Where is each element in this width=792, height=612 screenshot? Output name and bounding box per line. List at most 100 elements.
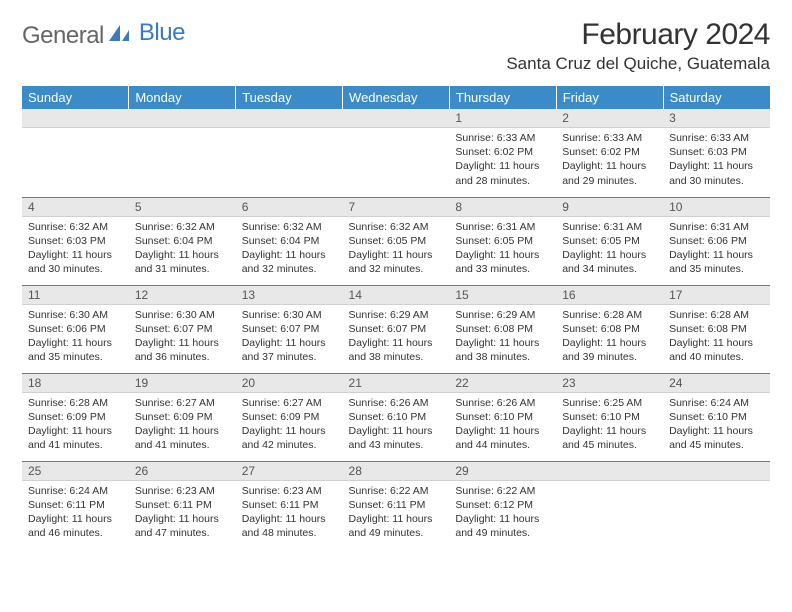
col-tuesday: Tuesday bbox=[236, 86, 343, 109]
col-thursday: Thursday bbox=[449, 86, 556, 109]
daylight-line: Daylight: 11 hours and 49 minutes. bbox=[455, 512, 550, 540]
day-number: 13 bbox=[236, 286, 343, 305]
sunset-line: Sunset: 6:10 PM bbox=[455, 410, 550, 424]
day-number: 14 bbox=[343, 286, 450, 305]
day-details: Sunrise: 6:28 AMSunset: 6:09 PMDaylight:… bbox=[22, 393, 129, 457]
daylight-line: Daylight: 11 hours and 44 minutes. bbox=[455, 424, 550, 452]
sunset-line: Sunset: 6:08 PM bbox=[669, 322, 764, 336]
daylight-line: Daylight: 11 hours and 28 minutes. bbox=[455, 159, 550, 187]
calendar-cell bbox=[236, 109, 343, 197]
day-details: Sunrise: 6:32 AMSunset: 6:04 PMDaylight:… bbox=[129, 217, 236, 281]
day-details: Sunrise: 6:30 AMSunset: 6:06 PMDaylight:… bbox=[22, 305, 129, 369]
calendar-cell: 11Sunrise: 6:30 AMSunset: 6:06 PMDayligh… bbox=[22, 285, 129, 373]
calendar-cell: 6Sunrise: 6:32 AMSunset: 6:04 PMDaylight… bbox=[236, 197, 343, 285]
day-number: 17 bbox=[663, 286, 770, 305]
sunset-line: Sunset: 6:11 PM bbox=[349, 498, 444, 512]
calendar-cell: 23Sunrise: 6:25 AMSunset: 6:10 PMDayligh… bbox=[556, 373, 663, 461]
day-details: Sunrise: 6:31 AMSunset: 6:05 PMDaylight:… bbox=[556, 217, 663, 281]
sunrise-line: Sunrise: 6:22 AM bbox=[455, 484, 550, 498]
sunrise-line: Sunrise: 6:25 AM bbox=[562, 396, 657, 410]
day-number: 3 bbox=[663, 109, 770, 128]
col-saturday: Saturday bbox=[663, 86, 770, 109]
sunrise-line: Sunrise: 6:29 AM bbox=[455, 308, 550, 322]
sunrise-line: Sunrise: 6:27 AM bbox=[242, 396, 337, 410]
calendar-cell: 2Sunrise: 6:33 AMSunset: 6:02 PMDaylight… bbox=[556, 109, 663, 197]
location: Santa Cruz del Quiche, Guatemala bbox=[506, 54, 770, 74]
daylight-line: Daylight: 11 hours and 29 minutes. bbox=[562, 159, 657, 187]
sunset-line: Sunset: 6:02 PM bbox=[562, 145, 657, 159]
sunset-line: Sunset: 6:08 PM bbox=[455, 322, 550, 336]
daylight-line: Daylight: 11 hours and 41 minutes. bbox=[28, 424, 123, 452]
daylight-line: Daylight: 11 hours and 38 minutes. bbox=[455, 336, 550, 364]
sunset-line: Sunset: 6:10 PM bbox=[669, 410, 764, 424]
sunset-line: Sunset: 6:03 PM bbox=[669, 145, 764, 159]
day-details: Sunrise: 6:31 AMSunset: 6:06 PMDaylight:… bbox=[663, 217, 770, 281]
daylight-line: Daylight: 11 hours and 46 minutes. bbox=[28, 512, 123, 540]
day-header-row: Sunday Monday Tuesday Wednesday Thursday… bbox=[22, 86, 770, 109]
calendar-cell: 8Sunrise: 6:31 AMSunset: 6:05 PMDaylight… bbox=[449, 197, 556, 285]
calendar-row: 4Sunrise: 6:32 AMSunset: 6:03 PMDaylight… bbox=[22, 197, 770, 285]
sunset-line: Sunset: 6:11 PM bbox=[135, 498, 230, 512]
daylight-line: Daylight: 11 hours and 49 minutes. bbox=[349, 512, 444, 540]
header: General Blue February 2024 Santa Cruz de… bbox=[22, 18, 770, 74]
daylight-line: Daylight: 11 hours and 36 minutes. bbox=[135, 336, 230, 364]
day-details: Sunrise: 6:33 AMSunset: 6:02 PMDaylight:… bbox=[556, 128, 663, 192]
sunset-line: Sunset: 6:07 PM bbox=[242, 322, 337, 336]
calendar-row: 11Sunrise: 6:30 AMSunset: 6:06 PMDayligh… bbox=[22, 285, 770, 373]
day-details: Sunrise: 6:23 AMSunset: 6:11 PMDaylight:… bbox=[236, 481, 343, 545]
day-details: Sunrise: 6:27 AMSunset: 6:09 PMDaylight:… bbox=[129, 393, 236, 457]
day-details: Sunrise: 6:26 AMSunset: 6:10 PMDaylight:… bbox=[449, 393, 556, 457]
day-number: 28 bbox=[343, 462, 450, 481]
col-friday: Friday bbox=[556, 86, 663, 109]
sunset-line: Sunset: 6:07 PM bbox=[349, 322, 444, 336]
day-number: 7 bbox=[343, 198, 450, 217]
day-number: 20 bbox=[236, 374, 343, 393]
daylight-line: Daylight: 11 hours and 30 minutes. bbox=[28, 248, 123, 276]
sunrise-line: Sunrise: 6:26 AM bbox=[349, 396, 444, 410]
col-monday: Monday bbox=[129, 86, 236, 109]
sunrise-line: Sunrise: 6:30 AM bbox=[28, 308, 123, 322]
sunrise-line: Sunrise: 6:22 AM bbox=[349, 484, 444, 498]
calendar-cell: 24Sunrise: 6:24 AMSunset: 6:10 PMDayligh… bbox=[663, 373, 770, 461]
sunset-line: Sunset: 6:09 PM bbox=[28, 410, 123, 424]
day-details: Sunrise: 6:32 AMSunset: 6:03 PMDaylight:… bbox=[22, 217, 129, 281]
day-number: 15 bbox=[449, 286, 556, 305]
calendar-cell: 20Sunrise: 6:27 AMSunset: 6:09 PMDayligh… bbox=[236, 373, 343, 461]
day-details: Sunrise: 6:30 AMSunset: 6:07 PMDaylight:… bbox=[129, 305, 236, 369]
day-number: 11 bbox=[22, 286, 129, 305]
daylight-line: Daylight: 11 hours and 45 minutes. bbox=[669, 424, 764, 452]
calendar-row: 25Sunrise: 6:24 AMSunset: 6:11 PMDayligh… bbox=[22, 461, 770, 549]
daylight-line: Daylight: 11 hours and 43 minutes. bbox=[349, 424, 444, 452]
daylight-line: Daylight: 11 hours and 35 minutes. bbox=[669, 248, 764, 276]
sunset-line: Sunset: 6:05 PM bbox=[349, 234, 444, 248]
daylight-line: Daylight: 11 hours and 40 minutes. bbox=[669, 336, 764, 364]
daylight-line: Daylight: 11 hours and 48 minutes. bbox=[242, 512, 337, 540]
day-details: Sunrise: 6:25 AMSunset: 6:10 PMDaylight:… bbox=[556, 393, 663, 457]
sunrise-line: Sunrise: 6:31 AM bbox=[455, 220, 550, 234]
sunrise-line: Sunrise: 6:28 AM bbox=[669, 308, 764, 322]
calendar-cell: 26Sunrise: 6:23 AMSunset: 6:11 PMDayligh… bbox=[129, 461, 236, 549]
day-details: Sunrise: 6:23 AMSunset: 6:11 PMDaylight:… bbox=[129, 481, 236, 545]
calendar-cell: 15Sunrise: 6:29 AMSunset: 6:08 PMDayligh… bbox=[449, 285, 556, 373]
day-details: Sunrise: 6:27 AMSunset: 6:09 PMDaylight:… bbox=[236, 393, 343, 457]
sunrise-line: Sunrise: 6:27 AM bbox=[135, 396, 230, 410]
day-number bbox=[556, 462, 663, 481]
day-number bbox=[22, 109, 129, 128]
logo-word2: Blue bbox=[139, 19, 185, 47]
calendar-cell bbox=[22, 109, 129, 197]
day-details: Sunrise: 6:29 AMSunset: 6:08 PMDaylight:… bbox=[449, 305, 556, 369]
daylight-line: Daylight: 11 hours and 45 minutes. bbox=[562, 424, 657, 452]
day-number: 19 bbox=[129, 374, 236, 393]
day-number: 8 bbox=[449, 198, 556, 217]
day-details: Sunrise: 6:32 AMSunset: 6:04 PMDaylight:… bbox=[236, 217, 343, 281]
calendar-cell: 29Sunrise: 6:22 AMSunset: 6:12 PMDayligh… bbox=[449, 461, 556, 549]
day-number bbox=[663, 462, 770, 481]
sunrise-line: Sunrise: 6:28 AM bbox=[28, 396, 123, 410]
sunset-line: Sunset: 6:10 PM bbox=[562, 410, 657, 424]
calendar-cell: 5Sunrise: 6:32 AMSunset: 6:04 PMDaylight… bbox=[129, 197, 236, 285]
daylight-line: Daylight: 11 hours and 41 minutes. bbox=[135, 424, 230, 452]
sunrise-line: Sunrise: 6:23 AM bbox=[242, 484, 337, 498]
day-details: Sunrise: 6:33 AMSunset: 6:02 PMDaylight:… bbox=[449, 128, 556, 192]
sunrise-line: Sunrise: 6:23 AM bbox=[135, 484, 230, 498]
calendar-table: Sunday Monday Tuesday Wednesday Thursday… bbox=[22, 86, 770, 549]
